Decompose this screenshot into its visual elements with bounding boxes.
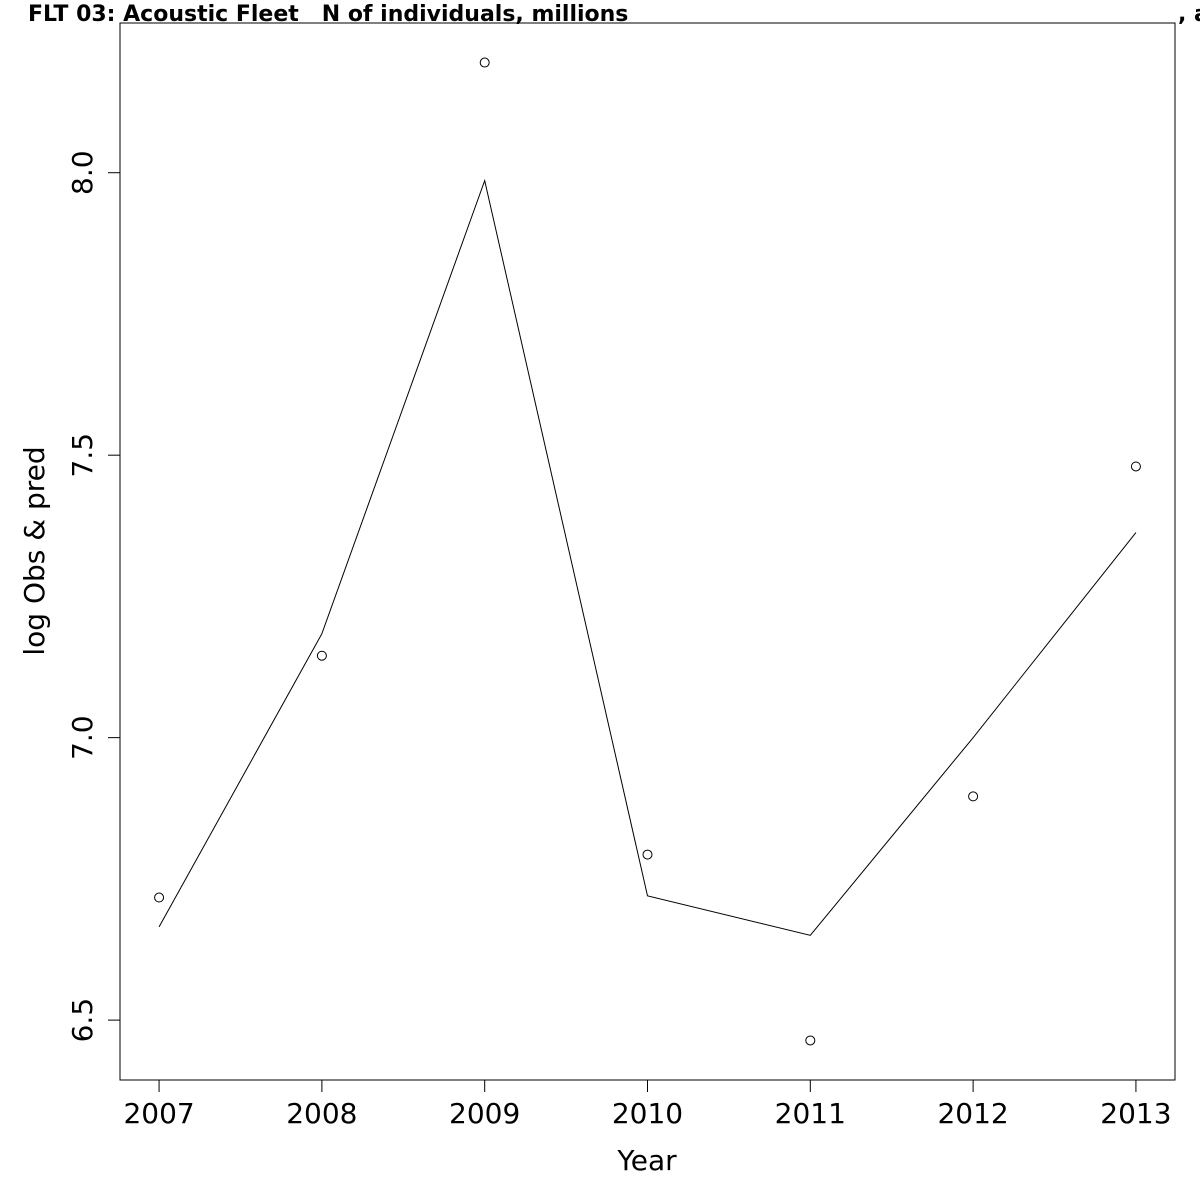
obs-point (805, 1035, 816, 1046)
chart-title: FLT 03: Acoustic Fleet N of individuals,… (28, 2, 628, 27)
pred-line (158, 178, 1137, 936)
x-tick-label: 2007 (123, 1097, 194, 1130)
obs-point (479, 57, 490, 68)
plot-frame (119, 22, 1176, 1081)
y-axis-label: log Obs & pred (18, 446, 51, 655)
y-tick-label: 6.5 (66, 998, 99, 1043)
x-tick-label: 2008 (286, 1097, 357, 1130)
obs-point (1130, 461, 1141, 472)
x-tick-label: 2013 (1100, 1097, 1171, 1130)
obs-point (154, 892, 165, 903)
obs-point (968, 791, 979, 802)
x-tick-label: 2011 (775, 1097, 846, 1130)
obs-point (316, 650, 327, 661)
x-tick-label: 2009 (449, 1097, 520, 1130)
x-axis-label: Year (616, 1144, 677, 1177)
x-tick-label: 2012 (937, 1097, 1008, 1130)
y-tick-label: 8.0 (66, 150, 99, 195)
y-tick-label: 7.0 (66, 715, 99, 760)
chart-title-fragment: , a (1178, 2, 1200, 27)
x-tick-label: 2010 (612, 1097, 683, 1130)
obs-point (642, 849, 653, 860)
y-tick-label: 7.5 (66, 433, 99, 478)
